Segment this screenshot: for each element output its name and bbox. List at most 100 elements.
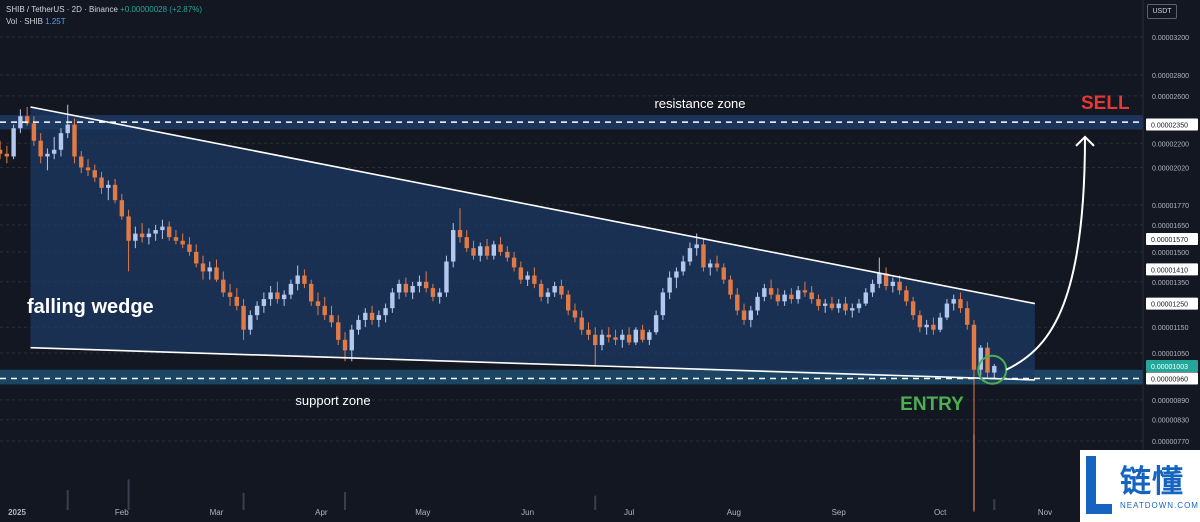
time-tick-label: Apr xyxy=(315,508,328,517)
price-tick-label: 0.00001150 xyxy=(1152,325,1189,332)
candle-body xyxy=(775,294,781,302)
candle-down xyxy=(342,332,348,362)
price-label-box xyxy=(1146,372,1198,385)
candle-body xyxy=(38,140,43,157)
candle-body xyxy=(457,230,463,238)
time-tick-label: May xyxy=(415,508,430,517)
candle-up xyxy=(356,315,361,335)
candle-down xyxy=(829,296,835,311)
candle-down xyxy=(72,118,77,164)
candle-body xyxy=(498,244,503,252)
candle-body xyxy=(579,317,584,330)
candle-down xyxy=(275,281,280,304)
price-tick-label: 0.00000830 xyxy=(1152,418,1189,425)
candle-up xyxy=(133,226,138,249)
candle-up xyxy=(822,299,828,313)
candlestick-series xyxy=(0,104,997,512)
candle-up xyxy=(383,303,388,323)
candle-body xyxy=(917,315,923,328)
candle-body xyxy=(383,308,388,316)
candle-body xyxy=(18,116,23,129)
candle-down xyxy=(4,145,10,164)
price-axis[interactable]: 0.00003200 0.00002800 0.00002600 0.00002200… xyxy=(1142,0,1198,522)
candle-body xyxy=(99,177,104,188)
candle-down xyxy=(234,288,240,311)
candle-down xyxy=(802,281,808,297)
candle-down xyxy=(31,116,37,146)
candle-down xyxy=(119,193,125,220)
candle-body xyxy=(728,279,733,295)
candle-up xyxy=(924,319,929,335)
candle-body xyxy=(924,324,929,328)
candle-down xyxy=(917,310,923,333)
candle-up xyxy=(545,288,551,304)
candle-body xyxy=(789,294,794,300)
annotation-labels: resistance zone support zone falling wed… xyxy=(27,93,1130,415)
candle-body xyxy=(254,305,260,316)
candle-body xyxy=(586,329,591,335)
candle-up xyxy=(674,267,679,289)
candle-down xyxy=(38,133,43,164)
time-tick-label: 2025 xyxy=(8,508,26,517)
candle-body xyxy=(92,170,97,178)
candle-body xyxy=(748,310,754,320)
candle-up xyxy=(396,279,402,300)
candle-up xyxy=(708,259,713,276)
candle-body xyxy=(31,123,37,141)
candle-up xyxy=(451,223,456,268)
candle-body xyxy=(565,294,571,311)
candle-up xyxy=(18,109,23,134)
candle-body xyxy=(850,308,855,311)
candle-body xyxy=(816,299,821,306)
time-tick-label: Jun xyxy=(521,508,534,517)
candle-body xyxy=(762,288,767,297)
candle-up xyxy=(992,364,997,379)
price-tick-label: 0.00000890 xyxy=(1152,398,1189,405)
candle-body xyxy=(315,301,321,306)
candle-down xyxy=(897,275,902,295)
candle-down xyxy=(112,178,118,204)
candle-down xyxy=(883,267,889,291)
candle-down xyxy=(721,263,726,284)
symbol-text: SHIB / TetherUS · 2D · Binance xyxy=(6,5,118,14)
candle-up xyxy=(295,265,300,291)
candle-down xyxy=(200,255,206,280)
candle-body xyxy=(106,184,111,188)
candle-down xyxy=(958,292,963,313)
candle-body xyxy=(937,317,943,330)
candle-up xyxy=(254,301,260,320)
candle-down xyxy=(809,285,814,304)
candle-body xyxy=(390,292,395,309)
wedge-area xyxy=(30,107,1035,380)
candle-up xyxy=(660,288,666,320)
candle-body xyxy=(160,226,165,231)
candle-up xyxy=(363,308,368,328)
drawing-overlays xyxy=(0,106,1143,385)
candle-down xyxy=(24,107,30,126)
candle-body xyxy=(613,337,618,340)
candle-down xyxy=(227,283,233,306)
candle-down xyxy=(505,246,510,262)
chart-header-volume: Vol · SHIB 1.25T xyxy=(6,17,66,26)
candle-down xyxy=(701,238,706,272)
candle-body xyxy=(342,339,348,351)
candle-up xyxy=(349,324,354,362)
currency-badge[interactable]: USDT xyxy=(1147,4,1177,19)
candle-body xyxy=(241,305,246,330)
candle-up xyxy=(951,294,956,311)
candle-body xyxy=(221,279,226,293)
candle-body xyxy=(971,324,977,370)
candle-body xyxy=(45,153,50,157)
candle-body xyxy=(281,294,287,300)
candle-body xyxy=(829,303,835,309)
time-axis[interactable]: 2025 Feb Mar Apr May Jun Jul Aug Sep Oct Nov xyxy=(8,508,1052,517)
candle-up xyxy=(11,124,16,160)
candle-body xyxy=(11,128,16,157)
candle-down xyxy=(126,209,131,272)
candle-body xyxy=(275,292,280,300)
price-label-support: 0.00000960 xyxy=(1151,376,1188,383)
price-label-box xyxy=(1146,263,1198,276)
candle-body xyxy=(552,285,557,293)
candle-up xyxy=(680,255,686,276)
